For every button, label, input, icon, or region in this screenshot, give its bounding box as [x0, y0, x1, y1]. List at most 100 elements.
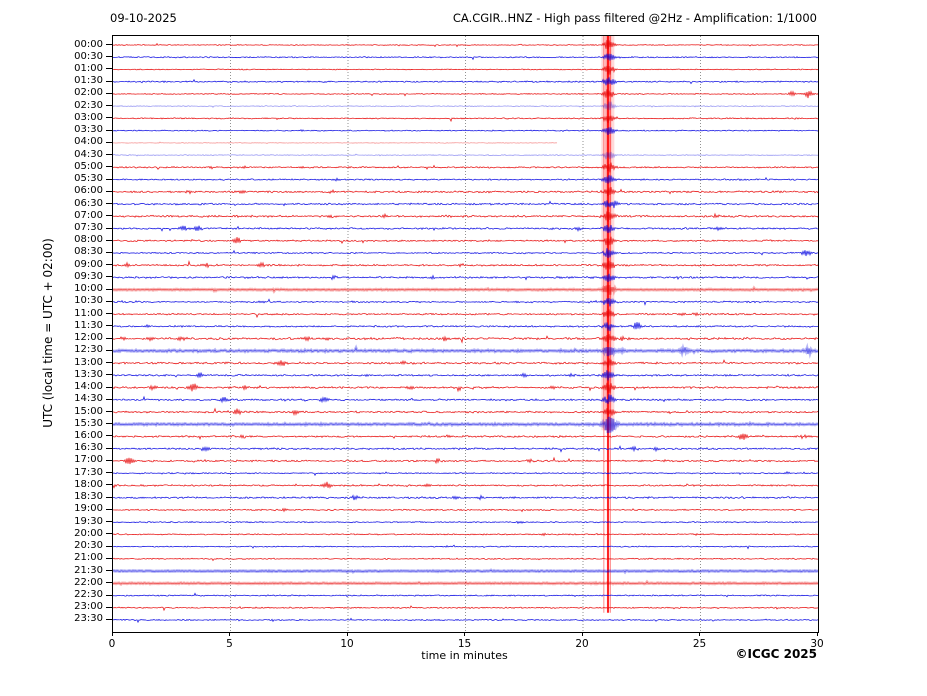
row-label-07:00: 07:00 — [74, 209, 103, 221]
row-label-14:00: 14:00 — [74, 381, 103, 393]
seismogram-traces — [112, 36, 819, 632]
trace-row-22:30 — [112, 592, 819, 598]
x-tick-15 — [464, 632, 465, 636]
trace-row-09:30 — [112, 273, 819, 283]
trace-row-03:30 — [112, 127, 819, 135]
y-tick-17:00 — [106, 459, 112, 461]
row-label-02:30: 02:30 — [74, 99, 103, 111]
x-tick-10 — [346, 632, 348, 636]
y-tick-17:30 — [106, 472, 112, 474]
y-tick-21:00 — [106, 557, 112, 559]
y-tick-10:00 — [106, 288, 112, 290]
station-filter-title: CA.CGIR..HNZ - High pass filtered @2Hz -… — [452, 11, 817, 25]
y-tick-20:00 — [106, 533, 112, 535]
y-tick-06:30 — [106, 203, 112, 205]
y-tick-05:30 — [106, 178, 112, 180]
trace-row-05:30 — [112, 175, 819, 184]
y-tick-12:00 — [106, 337, 112, 339]
trace-row-03:00 — [112, 115, 819, 124]
trace-row-17:00 — [113, 456, 819, 465]
trace-row-11:30 — [112, 321, 819, 332]
x-tick-5 — [229, 632, 230, 636]
row-label-16:00: 16:00 — [74, 429, 103, 441]
row-label-06:00: 06:00 — [74, 185, 103, 197]
row-label-02:00: 02:00 — [74, 87, 103, 99]
trace-row-16:30 — [112, 445, 819, 453]
row-label-21:00: 21:00 — [74, 552, 103, 564]
plot-area — [112, 35, 819, 633]
x-tick-label-30: 30 — [810, 638, 824, 650]
row-label-20:00: 20:00 — [74, 527, 103, 539]
row-label-09:30: 09:30 — [74, 270, 103, 282]
row-label-22:00: 22:00 — [74, 576, 103, 588]
trace-row-20:00 — [112, 532, 819, 537]
trace-row-10:00 — [112, 285, 819, 295]
row-label-13:00: 13:00 — [74, 356, 103, 368]
row-label-04:30: 04:30 — [74, 148, 103, 160]
trace-row-13:30 — [112, 370, 819, 381]
trace-row-22:00 — [112, 581, 819, 585]
row-label-00:30: 00:30 — [74, 50, 103, 62]
trace-row-14:30 — [112, 394, 819, 404]
trace-row-00:00 — [112, 40, 819, 50]
y-tick-23:30 — [106, 618, 112, 620]
y-tick-07:00 — [106, 215, 112, 217]
y-tick-22:30 — [106, 594, 112, 596]
y-tick-21:30 — [106, 570, 112, 572]
trace-row-16:00 — [112, 433, 819, 440]
y-tick-03:00 — [106, 117, 112, 119]
row-label-12:00: 12:00 — [74, 332, 103, 344]
trace-row-06:00 — [112, 186, 819, 197]
trace-row-17:30 — [112, 470, 819, 477]
row-label-14:30: 14:30 — [74, 393, 103, 405]
trace-row-21:00 — [112, 557, 819, 562]
row-label-16:30: 16:30 — [74, 442, 103, 454]
trace-row-21:30 — [112, 569, 819, 573]
row-label-08:00: 08:00 — [74, 234, 103, 246]
row-label-04:00: 04:00 — [74, 136, 103, 148]
y-tick-19:00 — [106, 508, 112, 510]
trace-row-00:30 — [112, 53, 819, 61]
trace-row-15:30 — [112, 416, 819, 434]
y-tick-14:30 — [106, 398, 112, 400]
row-label-23:00: 23:00 — [74, 601, 103, 613]
trace-row-18:30 — [112, 494, 819, 501]
trace-row-04:00 — [112, 141, 558, 145]
x-tick-label-10: 10 — [340, 638, 354, 650]
row-label-15:00: 15:00 — [74, 405, 103, 417]
y-tick-00:00 — [106, 44, 112, 45]
trace-row-15:00 — [112, 407, 819, 417]
row-label-17:00: 17:00 — [74, 454, 103, 466]
row-label-17:30: 17:30 — [74, 466, 103, 478]
y-tick-08:30 — [106, 251, 112, 253]
row-label-13:30: 13:30 — [74, 368, 103, 380]
y-tick-09:00 — [106, 264, 112, 266]
y-tick-16:00 — [106, 435, 112, 437]
row-label-15:30: 15:30 — [74, 417, 103, 429]
trace-row-05:00 — [112, 162, 819, 173]
trace-row-23:30 — [112, 617, 819, 624]
row-label-03:00: 03:00 — [74, 111, 103, 123]
y-tick-19:30 — [106, 521, 112, 523]
trace-row-11:00 — [112, 309, 819, 319]
y-tick-18:00 — [106, 484, 112, 486]
y-tick-05:00 — [106, 166, 112, 168]
row-label-06:30: 06:30 — [74, 197, 103, 209]
trace-row-18:00 — [112, 481, 819, 489]
row-label-01:30: 01:30 — [74, 75, 103, 87]
y-tick-23:00 — [106, 606, 112, 608]
trace-row-12:30 — [112, 346, 819, 357]
x-tick-label-25: 25 — [692, 638, 707, 650]
y-tick-07:30 — [106, 227, 112, 229]
row-label-23:30: 23:30 — [74, 613, 103, 625]
x-axis-label: time in minutes — [421, 649, 508, 662]
y-tick-01:00 — [106, 68, 112, 70]
trace-row-09:00 — [112, 259, 819, 270]
row-label-08:30: 08:30 — [74, 246, 103, 258]
trace-row-19:00 — [112, 507, 819, 513]
y-tick-04:30 — [106, 154, 112, 156]
y-tick-22:00 — [106, 582, 112, 584]
x-tick-label-0: 0 — [108, 638, 116, 650]
row-label-05:00: 05:00 — [74, 160, 103, 172]
y-tick-09:30 — [106, 276, 112, 278]
